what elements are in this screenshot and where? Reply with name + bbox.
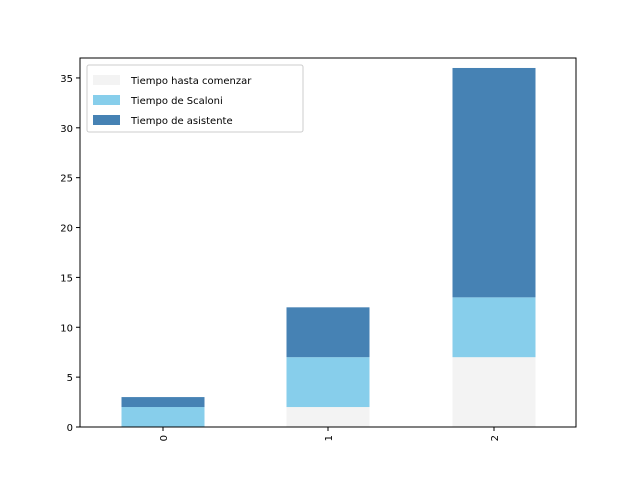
y-tick-label: 20	[60, 224, 73, 235]
bar-2-series-1	[452, 297, 536, 358]
legend-label: Tiempo de Scaloni	[130, 96, 223, 107]
y-tick-label: 10	[60, 323, 73, 334]
x-axis: 0 1 2	[159, 427, 501, 441]
y-tick-label: 15	[60, 273, 73, 284]
bar-2-series-2	[452, 67, 536, 298]
legend-box	[86, 64, 304, 133]
y-tick-label: 25	[60, 174, 73, 185]
legend-swatch	[93, 75, 120, 85]
legend-label: Tiempo hasta comenzar	[130, 76, 252, 87]
legend-swatch	[93, 115, 120, 125]
x-tick-label: 2	[490, 435, 501, 441]
bars-layer	[121, 67, 536, 427]
legend-swatch	[93, 95, 120, 105]
y-axis: 0 5 10 15 20 25 30 35	[60, 74, 80, 434]
y-tick-label: 35	[60, 74, 73, 85]
x-tick-label: 1	[324, 435, 335, 441]
bar-0-series-1	[121, 407, 205, 427]
legend: Tiempo hasta comenzar Tiempo de Scaloni Ti…	[86, 64, 304, 133]
bar-0-series-2	[121, 397, 205, 408]
legend-label: Tiempo de asistente	[130, 116, 233, 127]
y-tick-label: 0	[67, 423, 73, 434]
x-tick-label: 0	[159, 435, 170, 441]
bar-1-series-1	[286, 357, 370, 408]
bar-1-series-0	[286, 407, 370, 427]
y-tick-label: 5	[67, 373, 73, 384]
bar-1-series-2	[286, 307, 370, 358]
y-tick-label: 30	[60, 124, 73, 135]
bar-2-series-0	[452, 357, 536, 427]
